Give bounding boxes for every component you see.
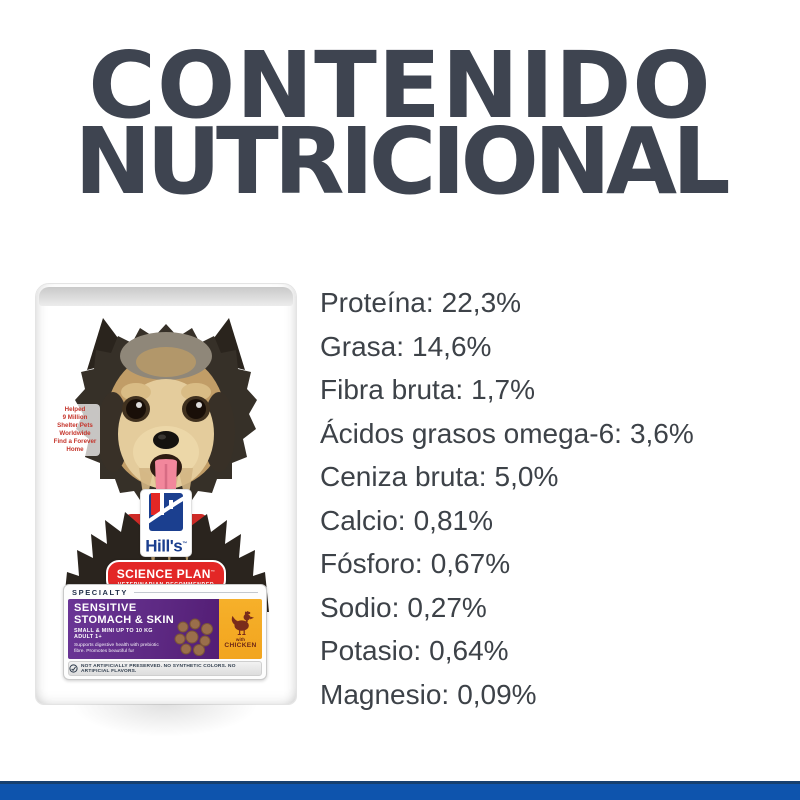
product-name-line-2: STOMACH & SKIN	[74, 613, 174, 626]
nutrient-row: Potasio: 0,64%	[320, 629, 694, 673]
nutrient-label: Magnesio:	[320, 678, 450, 710]
nutrient-value: 0,67%	[430, 548, 511, 579]
mission-line: Find a Forever	[53, 438, 97, 445]
nutrient-value: 22,3%	[441, 287, 522, 318]
hills-logo-card: Hill's™	[141, 490, 191, 556]
hills-h-mark-icon	[144, 493, 187, 531]
nutrient-value: 0,27%	[407, 591, 487, 623]
nutrient-row: Magnesio: 0,09%	[320, 673, 694, 717]
bag-reflection	[45, 704, 285, 756]
nutrient-value: 0,64%	[429, 635, 509, 666]
nutrient-value: 0,81%	[413, 504, 493, 536]
hills-logo: Hill's™ SCIENCE PLAN™ VETERINARIAN RECOM…	[36, 490, 296, 593]
nutrient-row: Ceniza bruta: 5,0%	[320, 455, 694, 499]
mission-line: Worldwide	[59, 430, 91, 437]
product-bag: Helped 9 Million Shelter Pets Worldwide …	[35, 283, 297, 705]
dog-photo	[63, 318, 269, 612]
nutrient-row: Calcio: 0,81%	[320, 499, 694, 543]
nutrient-label: Fibra bruta:	[320, 374, 464, 405]
title-line-1: CONTENIDO	[88, 32, 712, 139]
nutrient-value: 14,6%	[412, 330, 492, 362]
nutrient-list: Proteína: 22,3% Grasa: 14,6% Fibra bruta: 1…	[320, 281, 694, 716]
nutrient-row: Sodio: 0,27%	[320, 586, 694, 630]
nutrient-row: Grasa: 14,6%	[320, 325, 694, 369]
product-label: SPECIALTY SENSITIVE STOMACH & SKIN SMALL…	[63, 584, 267, 680]
nutrient-label: Grasa:	[320, 330, 405, 362]
nutrient-label: Potasio:	[320, 635, 422, 666]
nutrient-row: Fósforo: 0,67%	[320, 542, 694, 586]
nutrient-value: 0,09%	[457, 678, 537, 710]
claims-text: NOT ARTIFICIALLY PRESERVED. NO SYNTHETIC…	[81, 663, 236, 674]
age-line: ADULT 1+	[74, 634, 102, 640]
nutrient-label: Ceniza bruta:	[320, 461, 487, 492]
banner-title: SCIENCE PLAN™	[116, 566, 216, 581]
nutrient-label: Calcio:	[320, 504, 406, 536]
nutrient-label: Proteína:	[320, 287, 434, 318]
nutrient-row: Proteína: 22,3%	[320, 281, 694, 325]
shelter-mission-text: Helped 9 Million Shelter Pets Worldwide …	[50, 404, 100, 456]
claims-bar: NOT ARTIFICIALLY PRESERVED. NO SYNTHETIC…	[68, 661, 262, 676]
mission-line: 9 Million	[62, 414, 88, 421]
nutrient-value: 3,6%	[629, 417, 694, 449]
page-title: CONTENIDO NUTRICIONAL	[0, 32, 800, 215]
title-line-2: NUTRICIONAL	[74, 108, 730, 215]
product-name-panel: SENSITIVE STOMACH & SKIN SMALL & MINI UP…	[68, 599, 219, 659]
brand-name: Hill's™	[145, 536, 187, 556]
nutrient-label: Ácidos grasos omega-6:	[320, 417, 622, 449]
bottom-accent-bar	[0, 781, 800, 800]
chicken-icon	[231, 610, 254, 635]
label-main: SENSITIVE STOMACH & SKIN SMALL & MINI UP…	[68, 599, 262, 659]
specialty-header: SPECIALTY	[64, 585, 266, 599]
chicken-flavor-badge: with CHICKEN	[219, 599, 262, 659]
nutrient-row: Ácidos grasos omega-6: 3,6%	[320, 412, 694, 456]
chicken-badge-with: with	[235, 636, 246, 642]
no-artificial-icon	[69, 664, 78, 673]
product-name-line-1: SENSITIVE	[74, 602, 137, 614]
nutrient-row: Fibra bruta: 1,7%	[320, 368, 694, 412]
specialty-rule	[133, 592, 258, 593]
specialty-text: SPECIALTY	[72, 588, 128, 597]
nutrient-label: Sodio:	[320, 591, 400, 623]
nutrient-value: 1,7%	[471, 374, 535, 405]
mission-line: Helped	[64, 406, 86, 413]
nutrient-label: Fósforo:	[320, 548, 423, 579]
kibble-image	[174, 618, 213, 656]
mission-line: Home	[66, 446, 84, 453]
size-line: SMALL & MINI UP TO 10 KG	[74, 628, 153, 634]
product-description: Supports digestive health with prebiotic…	[74, 643, 159, 654]
chicken-badge-label: CHICKEN	[224, 641, 257, 649]
nutrient-value: 5,0%	[494, 461, 559, 492]
mission-line: Shelter Pets	[57, 422, 93, 429]
bag-seal	[39, 287, 293, 306]
